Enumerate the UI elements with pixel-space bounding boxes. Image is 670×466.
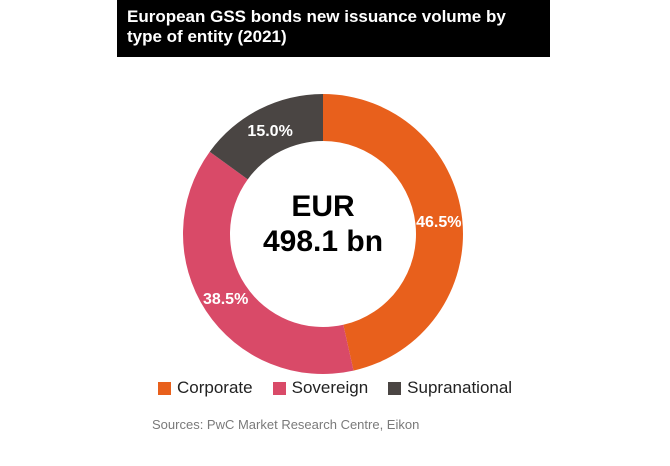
slice-corporate — [323, 94, 463, 371]
legend-label: Corporate — [177, 378, 253, 397]
slice-label-corporate: 46.5% — [416, 214, 461, 231]
slice-labels: 46.5% 38.5% 15.0% — [203, 123, 462, 308]
legend-item-sovereign: Sovereign — [272, 378, 369, 398]
legend-swatch — [272, 381, 286, 395]
donut-slices — [182, 94, 463, 374]
slice-sovereign — [182, 151, 354, 374]
slice-label-sovereign: 38.5% — [203, 291, 248, 308]
legend-item-supranational: Supranational — [388, 378, 512, 398]
legend-swatch — [158, 381, 171, 395]
slice-label-supranational: 15.0% — [247, 123, 292, 140]
legend-swatch — [388, 381, 402, 395]
center-label-line1: EUR — [291, 190, 355, 223]
chart-title: European GSS bonds new issuance volume b… — [117, 0, 550, 57]
legend-label: Sovereign — [291, 378, 369, 397]
chart-legend: Corporate Sovereign Supranational — [158, 376, 512, 400]
legend-item-corporate: Corporate — [158, 378, 253, 398]
source-note: Sources: PwC Market Research Centre, Eik… — [152, 417, 420, 432]
legend-label: Supranational — [407, 378, 513, 397]
center-label-line2: 498.1 bn — [263, 225, 383, 258]
slice-supranational — [209, 94, 323, 180]
